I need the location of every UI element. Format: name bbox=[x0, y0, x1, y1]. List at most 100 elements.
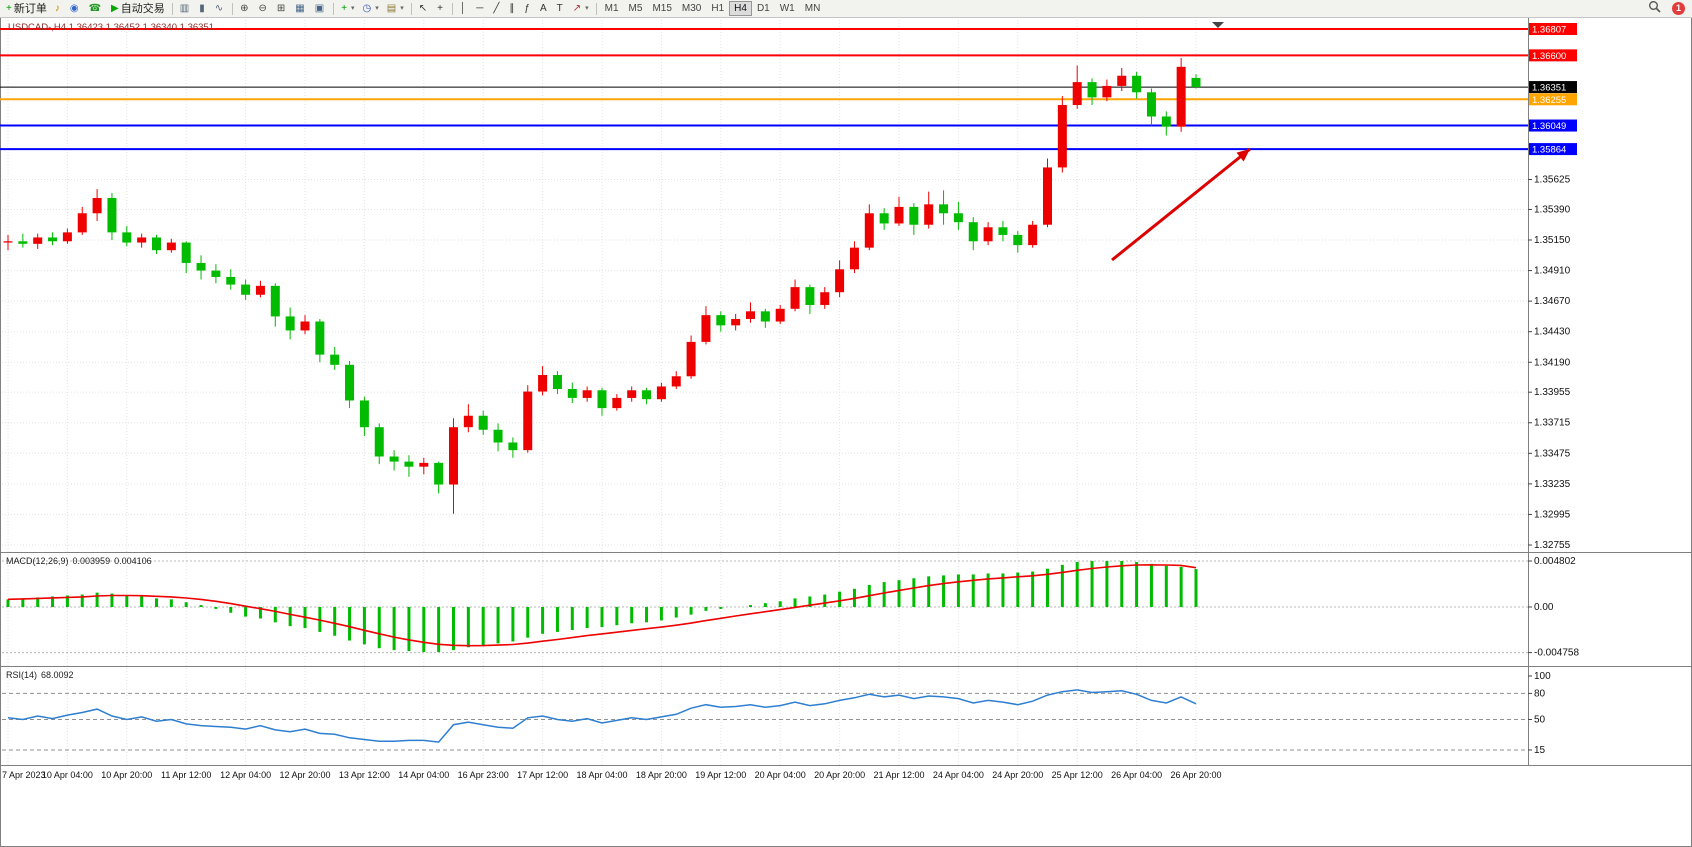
candle bbox=[92, 197, 102, 214]
period-clock-button[interactable]: ◷ ▾ bbox=[359, 1, 383, 17]
horizontal-line-tool-glyph-icon: ─ bbox=[476, 2, 484, 14]
timeframe-m1-button[interactable]: M1 bbox=[600, 1, 624, 16]
timeframe-h1-button[interactable]: H1 bbox=[706, 1, 729, 16]
svg-text:18 Apr 20:00: 18 Apr 20:00 bbox=[636, 770, 687, 780]
text-label-tool-icon[interactable]: T bbox=[553, 1, 569, 17]
bar-chart-type-icon[interactable]: ▥ bbox=[176, 1, 195, 17]
new-order-button[interactable]: + 新订单 bbox=[2, 1, 51, 17]
autotrading-button[interactable]: ▶ 自动交易 bbox=[107, 1, 169, 17]
svg-text:1.35864: 1.35864 bbox=[1532, 145, 1566, 156]
candle bbox=[1013, 234, 1023, 246]
chart-window-border bbox=[0, 17, 1692, 847]
svg-text:1.32995: 1.32995 bbox=[1534, 509, 1571, 520]
fibonacci-tool-icon[interactable]: ƒ bbox=[520, 1, 536, 17]
candle bbox=[983, 227, 993, 242]
candle bbox=[523, 391, 533, 451]
candle bbox=[538, 374, 548, 392]
svg-text:100: 100 bbox=[1534, 671, 1551, 682]
community-icon[interactable]: ◉ bbox=[66, 1, 85, 17]
crosshair-tool-icon[interactable]: + bbox=[433, 1, 449, 17]
svg-text:10 Apr 04:00: 10 Apr 04:00 bbox=[42, 770, 93, 780]
zoom-out-glyph-icon: ⊖ bbox=[258, 2, 267, 14]
candle bbox=[389, 456, 399, 462]
candle bbox=[924, 204, 934, 225]
timeframe-m5-button[interactable]: M5 bbox=[624, 1, 648, 16]
template-button[interactable]: ▤ ▾ bbox=[383, 1, 408, 17]
mobile-app-glyph-icon: ☎ bbox=[88, 2, 102, 14]
timeframe-w1-button[interactable]: W1 bbox=[775, 1, 800, 16]
svg-text:1.36255: 1.36255 bbox=[1532, 95, 1566, 106]
svg-text:1.34670: 1.34670 bbox=[1534, 296, 1571, 307]
candle bbox=[731, 318, 741, 326]
candlestick-chart-type-icon[interactable]: ▮ bbox=[195, 1, 211, 17]
candle bbox=[62, 232, 72, 242]
candle bbox=[953, 213, 963, 223]
trendline-tool-icon[interactable]: ╱ bbox=[489, 1, 505, 17]
text-tool-glyph-icon: A bbox=[539, 2, 547, 14]
sound-alert-icon[interactable]: ♪ bbox=[51, 1, 66, 17]
candle bbox=[107, 197, 117, 233]
trend-arrow-annotation[interactable] bbox=[1111, 147, 1251, 262]
svg-text:1.34910: 1.34910 bbox=[1534, 266, 1571, 277]
candle bbox=[374, 427, 384, 457]
tile-windows-icon[interactable]: ⊞ bbox=[273, 1, 291, 17]
rsi-panel: 100 80 50 15 bbox=[2, 671, 1551, 756]
notification-badge[interactable]: 1 bbox=[1672, 2, 1685, 15]
arrow-tools-button[interactable]: ↗ ▾ bbox=[569, 1, 593, 17]
search-button[interactable] bbox=[1644, 0, 1665, 17]
hline-objects: 1.36807 1.36600 1.36255 1.36049 1.35864 1.363… bbox=[0, 23, 1577, 156]
vertical-line-tool-icon[interactable]: │ bbox=[456, 1, 472, 17]
chart-shift-marker-icon[interactable] bbox=[1212, 22, 1224, 28]
horizontal-line-tool-icon[interactable]: ─ bbox=[472, 1, 489, 17]
timeframe-m30-button[interactable]: M30 bbox=[677, 1, 706, 16]
timeframe-d1-button[interactable]: D1 bbox=[752, 1, 775, 16]
channel-tool-icon[interactable]: ∥ bbox=[505, 1, 520, 17]
timeframe-h4-button[interactable]: H4 bbox=[729, 1, 752, 16]
svg-text:16 Apr 23:00: 16 Apr 23:00 bbox=[458, 770, 509, 780]
svg-text:1.35390: 1.35390 bbox=[1534, 204, 1571, 215]
rsi-line bbox=[7, 689, 1197, 743]
cursor-tool-icon[interactable]: ↖ bbox=[415, 1, 433, 17]
svg-text:19 Apr 12:00: 19 Apr 12:00 bbox=[695, 770, 746, 780]
mobile-app-icon[interactable]: ☎ bbox=[85, 1, 107, 17]
candle bbox=[300, 321, 310, 331]
svg-text:12 Apr 04:00: 12 Apr 04:00 bbox=[220, 770, 271, 780]
candle bbox=[1117, 75, 1127, 86]
cascade-windows-icon[interactable]: ▣ bbox=[311, 1, 330, 17]
macd-panel: 0.004802 0.00 -0.004758 bbox=[2, 556, 1579, 659]
candle bbox=[18, 241, 28, 244]
line-chart-type-icon[interactable]: ∿ bbox=[211, 1, 229, 17]
fibonacci-tool-glyph-icon: ƒ bbox=[524, 2, 530, 14]
timeframe-m15-button[interactable]: M15 bbox=[647, 1, 676, 16]
svg-text:11 Apr 12:00: 11 Apr 12:00 bbox=[161, 770, 211, 780]
candle bbox=[1028, 224, 1038, 246]
candle bbox=[552, 374, 562, 390]
zoom-in-button[interactable]: ⊕ bbox=[236, 1, 254, 17]
dropdown-caret-icon: ▾ bbox=[585, 4, 589, 12]
svg-text:20 Apr 04:00: 20 Apr 04:00 bbox=[755, 770, 806, 780]
candle bbox=[1072, 82, 1082, 106]
candle bbox=[181, 242, 191, 263]
svg-text:20 Apr 20:00: 20 Apr 20:00 bbox=[814, 770, 865, 780]
svg-text:80: 80 bbox=[1534, 688, 1546, 699]
svg-text:26 Apr 04:00: 26 Apr 04:00 bbox=[1111, 770, 1162, 780]
candle bbox=[627, 390, 637, 398]
arrange-windows-icon[interactable]: ▦ bbox=[291, 1, 310, 17]
timeframe-mn-button[interactable]: MN bbox=[800, 1, 826, 16]
zoom-out-button[interactable]: ⊖ bbox=[255, 1, 273, 17]
candles bbox=[3, 57, 1201, 514]
add-indicator-button[interactable]: + ▾ bbox=[337, 1, 358, 17]
candlestick-chart-type-glyph-icon: ▮ bbox=[199, 2, 205, 14]
candle bbox=[642, 390, 652, 400]
arrow-tools-glyph-icon: ↗ bbox=[572, 2, 582, 14]
text-tool-icon[interactable]: A bbox=[536, 1, 553, 17]
add-indicator-glyph-icon: + bbox=[341, 2, 348, 14]
candle bbox=[285, 316, 295, 331]
new-order-glyph-icon: + bbox=[6, 2, 12, 14]
toolbar: + 新订单 ♪ ◉ ☎ ▶ 自动交易 ▥ ▮ ∿ ⊕ ⊖ ⊞ ▦ ▣ + ▾ ◷ ▾ ▤ ▾ ↖ + │ ─ ╱ ∥ ƒ A T ↗ ▾ M1… bbox=[0, 0, 1692, 18]
candle bbox=[775, 308, 785, 322]
candle bbox=[567, 389, 577, 398]
svg-text:1.36807: 1.36807 bbox=[1532, 25, 1566, 36]
candle bbox=[835, 269, 845, 293]
